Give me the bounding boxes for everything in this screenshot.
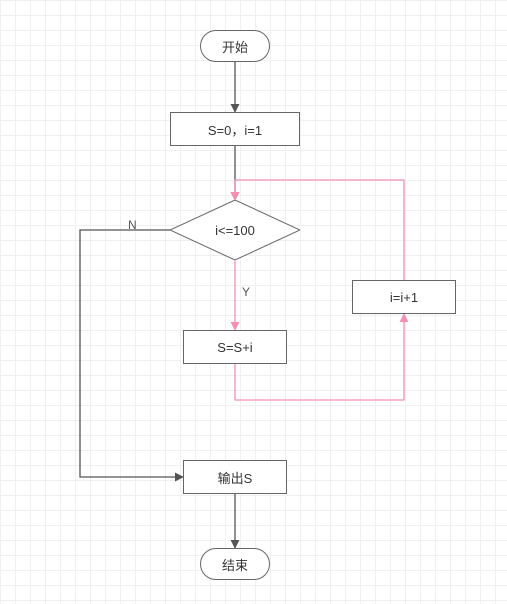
- node-inc-label: i=i+1: [390, 290, 418, 305]
- node-end-label: 结束: [222, 555, 248, 574]
- node-body: S=S+i: [183, 330, 287, 364]
- flowchart-canvas: 开始 S=0，i=1 i<=100 S=S+i i=i+1 输出S 结束 Y N: [0, 0, 507, 604]
- node-cond-label: i<=100: [170, 200, 300, 260]
- node-init-label: S=0，i=1: [208, 120, 262, 139]
- node-inc: i=i+1: [352, 280, 456, 314]
- node-cond: i<=100: [170, 200, 300, 260]
- node-output-label: 输出S: [218, 468, 253, 487]
- edge-label-y: Y: [242, 285, 250, 299]
- node-start: 开始: [200, 30, 270, 62]
- node-start-label: 开始: [222, 37, 248, 56]
- node-body-label: S=S+i: [217, 340, 252, 355]
- node-init: S=0，i=1: [170, 112, 300, 146]
- node-end: 结束: [200, 548, 270, 580]
- node-output: 输出S: [183, 460, 287, 494]
- edge-label-n: N: [128, 218, 137, 232]
